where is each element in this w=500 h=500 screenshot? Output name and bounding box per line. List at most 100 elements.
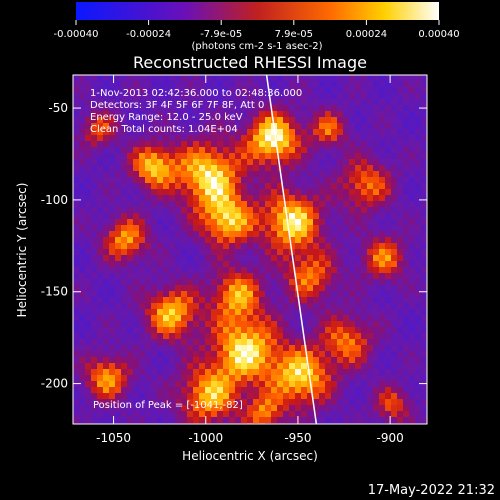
- heatmap-cell: [325, 165, 331, 171]
- heatmap-cell: [193, 345, 199, 351]
- heatmap-cell: [91, 393, 97, 399]
- heatmap-cell: [349, 351, 355, 357]
- heatmap-cell: [211, 153, 217, 159]
- heatmap-cell: [229, 399, 235, 405]
- heatmap-cell: [133, 99, 139, 105]
- heatmap-cell: [391, 159, 397, 165]
- heatmap-cell: [121, 381, 127, 387]
- heatmap-cell: [145, 393, 151, 399]
- heatmap-cell: [391, 81, 397, 87]
- heatmap-cell: [385, 195, 391, 201]
- heatmap-cell: [385, 249, 391, 255]
- heatmap-cell: [283, 195, 289, 201]
- heatmap-cell: [415, 399, 421, 405]
- heatmap-cell: [199, 117, 205, 123]
- heatmap-cell: [277, 81, 283, 87]
- heatmap-cell: [157, 177, 163, 183]
- heatmap-cell: [265, 255, 271, 261]
- heatmap-cell: [415, 237, 421, 243]
- heatmap-cell: [199, 171, 205, 177]
- heatmap-cell: [205, 201, 211, 207]
- heatmap-cell: [121, 351, 127, 357]
- heatmap-cell: [373, 135, 379, 141]
- heatmap-cell: [127, 417, 133, 423]
- heatmap-cell: [253, 165, 259, 171]
- heatmap-cell: [217, 345, 223, 351]
- heatmap-cell: [415, 81, 421, 87]
- heatmap-cell: [337, 231, 343, 237]
- heatmap-cell: [247, 159, 253, 165]
- heatmap-cell: [193, 213, 199, 219]
- heatmap-cell: [265, 105, 271, 111]
- heatmap-cell: [331, 381, 337, 387]
- heatmap-cell: [391, 417, 397, 423]
- heatmap-cell: [121, 117, 127, 123]
- heatmap-cell: [97, 279, 103, 285]
- heatmap-cell: [397, 147, 403, 153]
- heatmap-cell: [283, 81, 289, 87]
- heatmap-cell: [175, 153, 181, 159]
- heatmap-cell: [349, 105, 355, 111]
- heatmap-cell: [235, 315, 241, 321]
- heatmap-cell: [85, 81, 91, 87]
- heatmap-cell: [103, 111, 109, 117]
- heatmap-cell: [115, 399, 121, 405]
- heatmap-cell: [355, 123, 361, 129]
- heatmap-cell: [241, 261, 247, 267]
- heatmap-cell: [253, 255, 259, 261]
- heatmap-cell: [295, 105, 301, 111]
- heatmap-cell: [337, 255, 343, 261]
- heatmap-cell: [343, 297, 349, 303]
- heatmap-cell: [109, 369, 115, 375]
- heatmap-cell: [187, 381, 193, 387]
- heatmap-cell: [85, 123, 91, 129]
- heatmap-cell: [109, 351, 115, 357]
- heatmap-cell: [145, 249, 151, 255]
- heatmap-cell: [355, 363, 361, 369]
- heatmap-cell: [97, 315, 103, 321]
- heatmap-cell: [169, 177, 175, 183]
- heatmap-cell: [361, 267, 367, 273]
- heatmap-cell: [115, 123, 121, 129]
- heatmap-cell: [133, 195, 139, 201]
- heatmap-cell: [277, 351, 283, 357]
- heatmap-cell: [199, 399, 205, 405]
- heatmap-cell: [403, 327, 409, 333]
- heatmap-cell: [319, 237, 325, 243]
- heatmap-cell: [121, 183, 127, 189]
- heatmap-cell: [379, 111, 385, 117]
- heatmap-cell: [295, 393, 301, 399]
- heatmap-cell: [91, 345, 97, 351]
- heatmap-cell: [367, 117, 373, 123]
- heatmap-cell: [271, 381, 277, 387]
- heatmap-cell: [121, 243, 127, 249]
- heatmap-cell: [391, 117, 397, 123]
- heatmap-cell: [379, 327, 385, 333]
- heatmap-cell: [145, 159, 151, 165]
- heatmap-cell: [289, 327, 295, 333]
- heatmap-cell: [331, 159, 337, 165]
- heatmap-cell: [139, 381, 145, 387]
- heatmap-cell: [205, 411, 211, 417]
- heatmap-cell: [145, 327, 151, 333]
- heatmap-cell: [391, 201, 397, 207]
- heatmap-cell: [307, 147, 313, 153]
- heatmap-cell: [217, 177, 223, 183]
- heatmap-cell: [367, 255, 373, 261]
- heatmap-cell: [211, 165, 217, 171]
- heatmap-cell: [121, 225, 127, 231]
- heatmap-cell: [373, 285, 379, 291]
- heatmap-cell: [415, 123, 421, 129]
- heatmap-cell: [289, 375, 295, 381]
- heatmap-cell: [409, 399, 415, 405]
- heatmap-cell: [211, 291, 217, 297]
- heatmap-cell: [343, 321, 349, 327]
- heatmap-cell: [235, 411, 241, 417]
- heatmap-cell: [385, 219, 391, 225]
- heatmap-cell: [415, 219, 421, 225]
- heatmap-cell: [283, 75, 289, 81]
- heatmap-cell: [343, 189, 349, 195]
- heatmap-cell: [283, 291, 289, 297]
- heatmap-cell: [127, 339, 133, 345]
- heatmap-cell: [163, 249, 169, 255]
